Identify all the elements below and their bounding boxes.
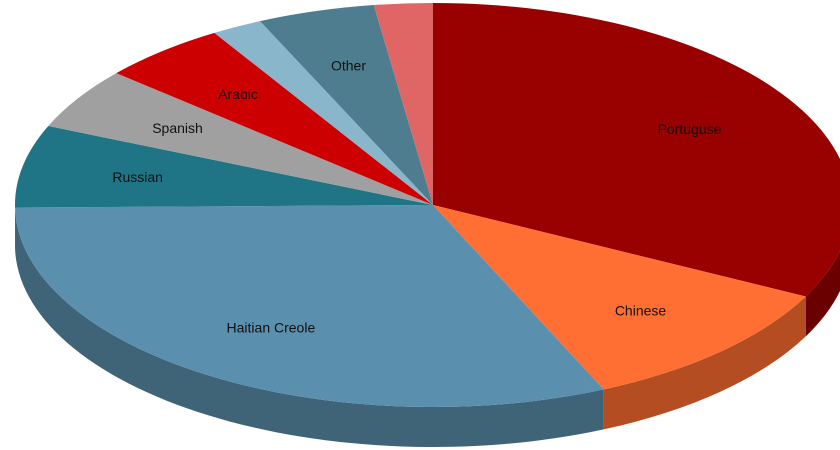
pie-slice-chinese: [433, 205, 806, 390]
pie-slices: [14, 3, 840, 408]
pie-label-other: Other: [331, 57, 366, 73]
pie-label-spanish: Spanish: [152, 120, 203, 136]
pie-slice-spanish: [48, 73, 433, 205]
pie-sides: [15, 205, 840, 448]
pie-side-portuguse: [805, 250, 840, 337]
pie-slice-haitian-creole: [15, 205, 604, 408]
pie-slice-unlabeled-8: [373, 3, 433, 205]
pie-label-haitian-creole: Haitian Creole: [227, 320, 316, 336]
pie-label-chinese: Chinese: [615, 302, 667, 318]
pie-slice-portuguse: [433, 3, 840, 297]
pie-side-haitian-creole: [15, 207, 604, 448]
pie-side-chinese: [603, 296, 806, 430]
pie-slice-unlabeled-6: [214, 21, 433, 205]
pie-label-arabic: Arabic: [218, 86, 258, 102]
pie-labels: Portuguse Chinese Haitian Creole Russian Spa…: [112, 57, 721, 335]
pie-label-portuguse: Portuguse: [658, 121, 722, 137]
pie-label-russian: Russian: [112, 169, 163, 185]
pie-slice-russian: [14, 125, 433, 208]
pie-slice-other: [259, 5, 433, 206]
pie-slice-arabic: [116, 32, 433, 206]
